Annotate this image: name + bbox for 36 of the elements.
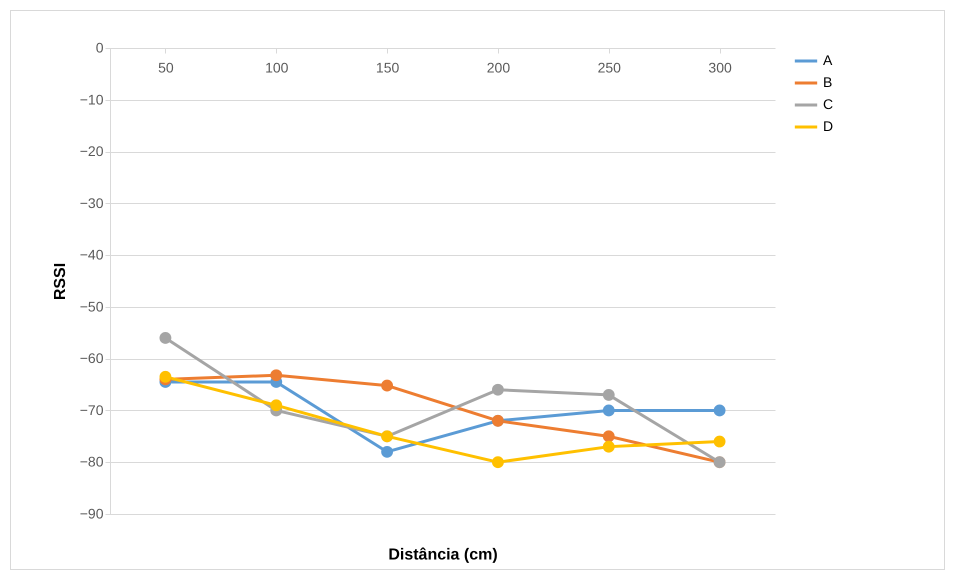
legend-label: C <box>823 96 834 112</box>
legend-label: B <box>823 74 832 90</box>
y-tick-label: −60 <box>80 350 104 366</box>
y-tick-label: −40 <box>80 246 104 263</box>
y-axis-title: RSSI <box>52 262 69 300</box>
y-tick-label: −90 <box>80 506 104 522</box>
x-axis-title: Distância (cm) <box>388 546 498 564</box>
point <box>714 436 726 448</box>
y-tick-label: −10 <box>80 91 104 108</box>
x-tick-label: 100 <box>265 60 289 76</box>
y-tick-label: −30 <box>80 194 104 211</box>
legend-label: A <box>823 52 833 68</box>
x-tick-label: 300 <box>708 60 732 76</box>
point <box>602 389 615 401</box>
y-tick-label: −50 <box>80 298 104 314</box>
point <box>602 404 615 416</box>
x-tick-label: 250 <box>598 60 622 76</box>
y-tick-label: −70 <box>80 402 104 418</box>
point <box>492 384 504 396</box>
point <box>270 369 282 382</box>
point <box>602 430 615 442</box>
point <box>492 456 504 468</box>
x-tick-label: 50 <box>158 60 174 76</box>
x-tick-label: 150 <box>376 60 400 76</box>
point <box>602 440 615 453</box>
y-tick-label: −80 <box>80 454 104 470</box>
point <box>160 370 172 383</box>
point <box>381 380 393 392</box>
point <box>160 332 172 344</box>
point <box>270 399 282 412</box>
x-tick-label: 200 <box>486 60 510 76</box>
point <box>381 446 393 458</box>
y-tick-label: −20 <box>80 143 104 160</box>
legend-label: D <box>823 118 834 134</box>
y-tick-label: 0 <box>96 40 104 56</box>
point <box>714 404 726 416</box>
